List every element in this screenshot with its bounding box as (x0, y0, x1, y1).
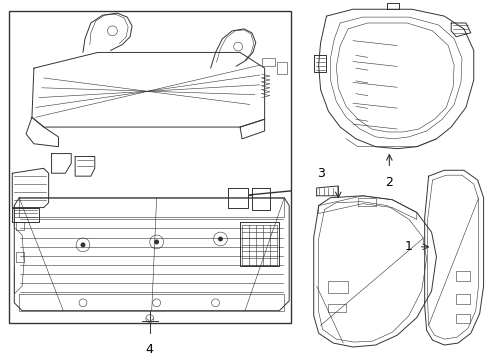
Bar (328, 281, 348, 293)
Bar (16, 222, 24, 230)
Circle shape (80, 242, 85, 247)
Bar (328, 304, 346, 312)
Text: 2: 2 (386, 176, 393, 189)
Circle shape (154, 239, 159, 244)
Text: 3: 3 (317, 167, 324, 180)
Bar (456, 271, 470, 281)
Bar (456, 314, 470, 323)
Bar (9, 11, 291, 323)
Text: 4: 4 (146, 343, 154, 356)
Bar (456, 294, 470, 304)
Bar (16, 252, 24, 262)
Circle shape (218, 237, 223, 242)
Text: 1: 1 (405, 240, 413, 253)
Bar (262, 58, 275, 66)
Bar (277, 62, 287, 74)
